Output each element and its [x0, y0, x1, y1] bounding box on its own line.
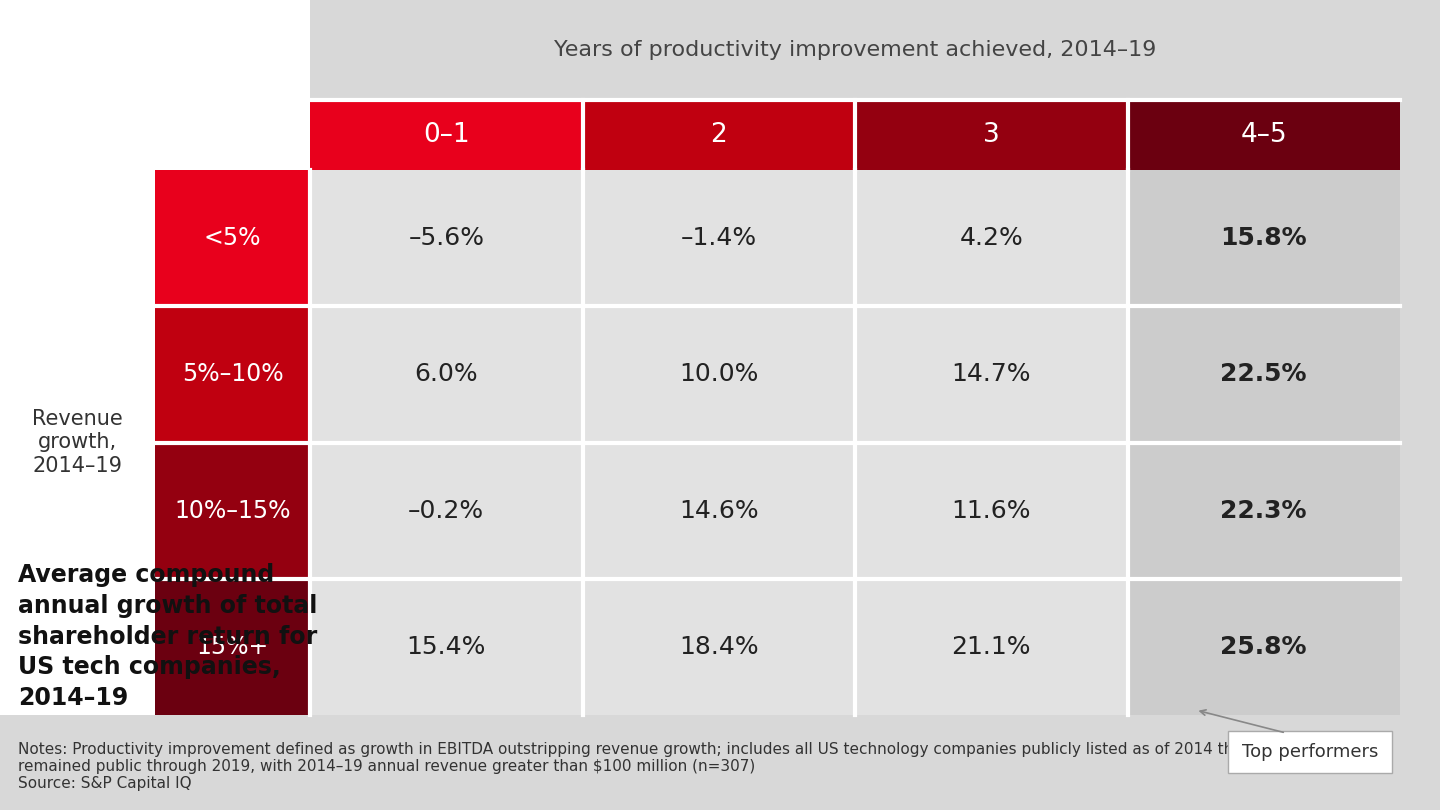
Bar: [156, 306, 310, 442]
Text: Top performers: Top performers: [1241, 743, 1378, 761]
Text: Years of productivity improvement achieved, 2014–19: Years of productivity improvement achiev…: [554, 40, 1156, 60]
Bar: [1128, 100, 1400, 170]
Bar: [156, 442, 310, 579]
Text: Revenue
growth,
2014–19: Revenue growth, 2014–19: [32, 409, 122, 475]
Bar: [156, 579, 310, 715]
Text: 18.4%: 18.4%: [678, 635, 759, 659]
Text: 4–5: 4–5: [1240, 122, 1287, 148]
Text: 14.6%: 14.6%: [678, 499, 759, 522]
Bar: [310, 100, 583, 170]
Text: –1.4%: –1.4%: [681, 226, 757, 250]
Bar: [310, 0, 1400, 100]
Text: 3: 3: [984, 122, 999, 148]
Text: 21.1%: 21.1%: [952, 635, 1031, 659]
Text: remained public through 2019, with 2014–19 annual revenue greater than $100 mill: remained public through 2019, with 2014–…: [17, 759, 755, 774]
Text: Notes: Productivity improvement defined as growth in EBITDA outstripping revenue: Notes: Productivity improvement defined …: [17, 742, 1248, 757]
Text: –0.2%: –0.2%: [408, 499, 484, 522]
Text: 6.0%: 6.0%: [415, 362, 478, 386]
Bar: [583, 100, 855, 170]
Text: Average compound
annual growth of total
shareholder return for
US tech companies: Average compound annual growth of total …: [17, 564, 317, 710]
Text: Source: S&P Capital IQ: Source: S&P Capital IQ: [17, 776, 192, 791]
Text: 15.4%: 15.4%: [406, 635, 485, 659]
Text: 22.3%: 22.3%: [1221, 499, 1308, 522]
Text: 2: 2: [710, 122, 727, 148]
Text: 25.8%: 25.8%: [1221, 635, 1308, 659]
Text: 14.7%: 14.7%: [952, 362, 1031, 386]
Text: 15%+: 15%+: [196, 635, 269, 659]
FancyBboxPatch shape: [1228, 731, 1392, 773]
Text: 22.5%: 22.5%: [1221, 362, 1308, 386]
Bar: [156, 170, 310, 306]
Bar: [855, 100, 1128, 170]
Bar: [0, 0, 310, 715]
Text: 11.6%: 11.6%: [952, 499, 1031, 522]
Text: 0–1: 0–1: [423, 122, 469, 148]
Text: 10.0%: 10.0%: [680, 362, 759, 386]
Text: 10%–15%: 10%–15%: [174, 499, 291, 522]
Text: 15.8%: 15.8%: [1221, 226, 1308, 250]
Bar: [1128, 170, 1400, 715]
Text: <5%: <5%: [203, 226, 261, 250]
Text: 5%–10%: 5%–10%: [181, 362, 284, 386]
Bar: [310, 170, 1128, 715]
Text: –5.6%: –5.6%: [409, 226, 484, 250]
Text: 4.2%: 4.2%: [959, 226, 1024, 250]
